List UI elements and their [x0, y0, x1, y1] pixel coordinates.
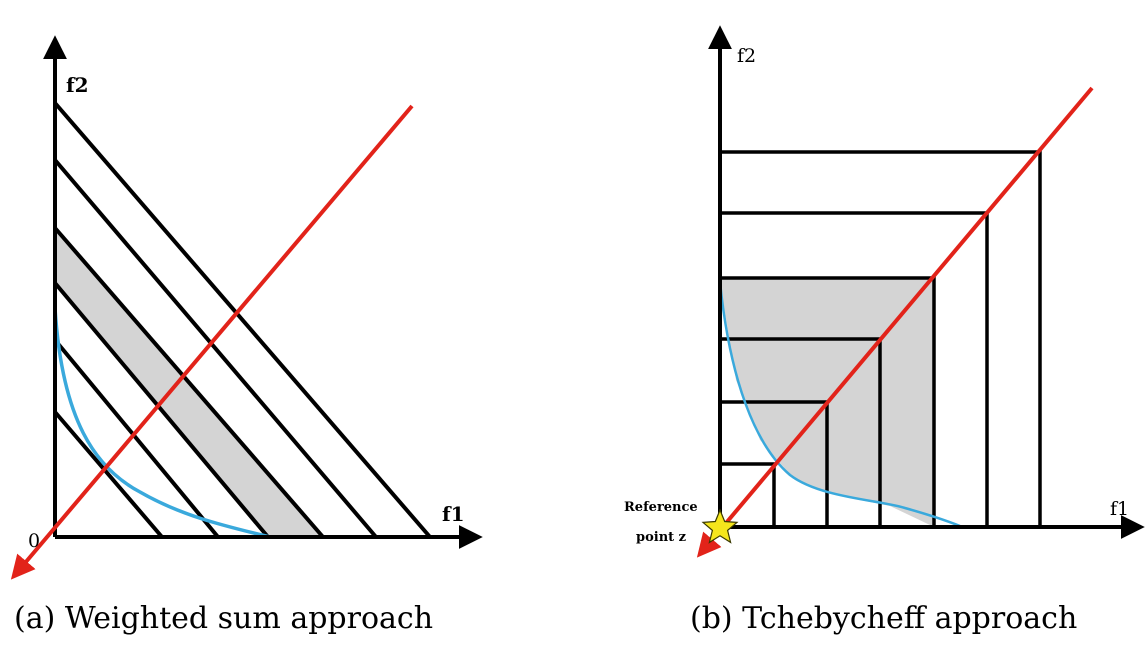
panel-a-contour-line — [53, 281, 270, 539]
panel-b: f2 f1 Reference point z (b) Tchebycheff … — [624, 25, 1145, 636]
panel-b-weight-vector — [696, 86, 1094, 558]
reference-point-label-line1: Reference — [624, 500, 698, 515]
reference-point-star-icon — [701, 508, 739, 544]
panel-a-y-axis-label: f2 — [66, 73, 89, 97]
panel-b-pareto-front — [718, 281, 961, 528]
panel-b-caption: (b) Tchebycheff approach — [690, 601, 1077, 636]
panel-a-caption: (a) Weighted sum approach — [14, 601, 433, 636]
panel-a-x-axis-label: f1 — [442, 502, 465, 526]
panel-a-contour-lines — [53, 101, 432, 539]
panel-a-pareto-front — [53, 307, 271, 539]
panel-a-contour-line — [53, 158, 378, 539]
reference-point-label-line2: point z — [636, 530, 686, 545]
panel-a: f2 f1 0 (a) Weighted sum approach — [10, 35, 483, 636]
panel-a-contour-line — [53, 226, 325, 539]
panel-a-contour-line — [53, 101, 432, 539]
panel-a-origin-label: 0 — [28, 530, 40, 552]
panel-a-contour-line — [53, 338, 220, 539]
panel-a-contour-line — [53, 410, 164, 539]
panel-b-x-axis-label: f1 — [1110, 498, 1129, 520]
panel-a-weight-vector — [10, 104, 414, 580]
panel-b-y-axis-label: f2 — [737, 45, 756, 67]
